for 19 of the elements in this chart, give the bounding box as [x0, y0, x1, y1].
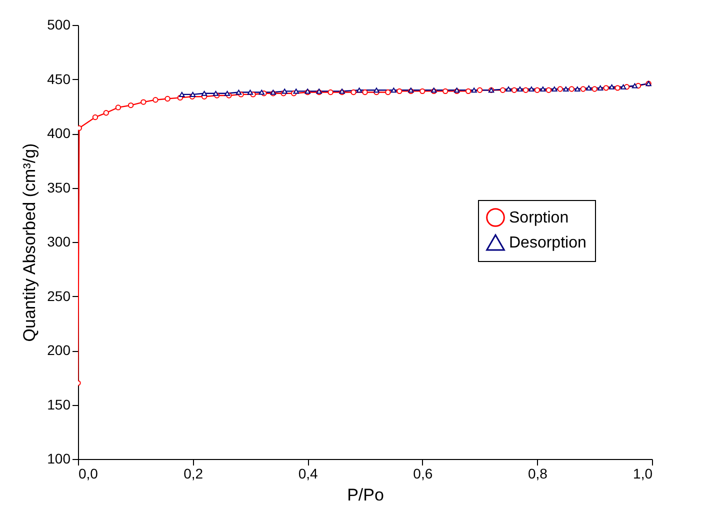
y-tick-label: 500: [47, 16, 71, 32]
x-tick-label: 1,0: [633, 466, 653, 482]
x-axis-title: P/Po: [347, 486, 384, 504]
x-tick-label: 0,0: [78, 466, 98, 482]
y-tick-label: 150: [47, 396, 71, 412]
y-tick-label: 450: [47, 70, 71, 87]
x-tick-label: 0,2: [184, 466, 204, 482]
y-tick-label: 400: [47, 125, 71, 141]
y-tick-label: 300: [47, 234, 71, 250]
legend-label: Desorption: [509, 234, 586, 252]
x-tick-label: 0,6: [413, 466, 433, 482]
x-tick-label: 0,8: [528, 466, 548, 482]
legend-label: Sorption: [509, 210, 569, 226]
y-tick-label: 250: [47, 288, 71, 304]
y-tick-label: 350: [47, 179, 71, 196]
y-axis-title: Quantity Absorbed (cm³/g): [20, 143, 40, 342]
x-tick-label: 0,4: [298, 466, 318, 482]
y-tick-label: 100: [47, 450, 71, 466]
y-tick-label: 200: [47, 342, 71, 358]
